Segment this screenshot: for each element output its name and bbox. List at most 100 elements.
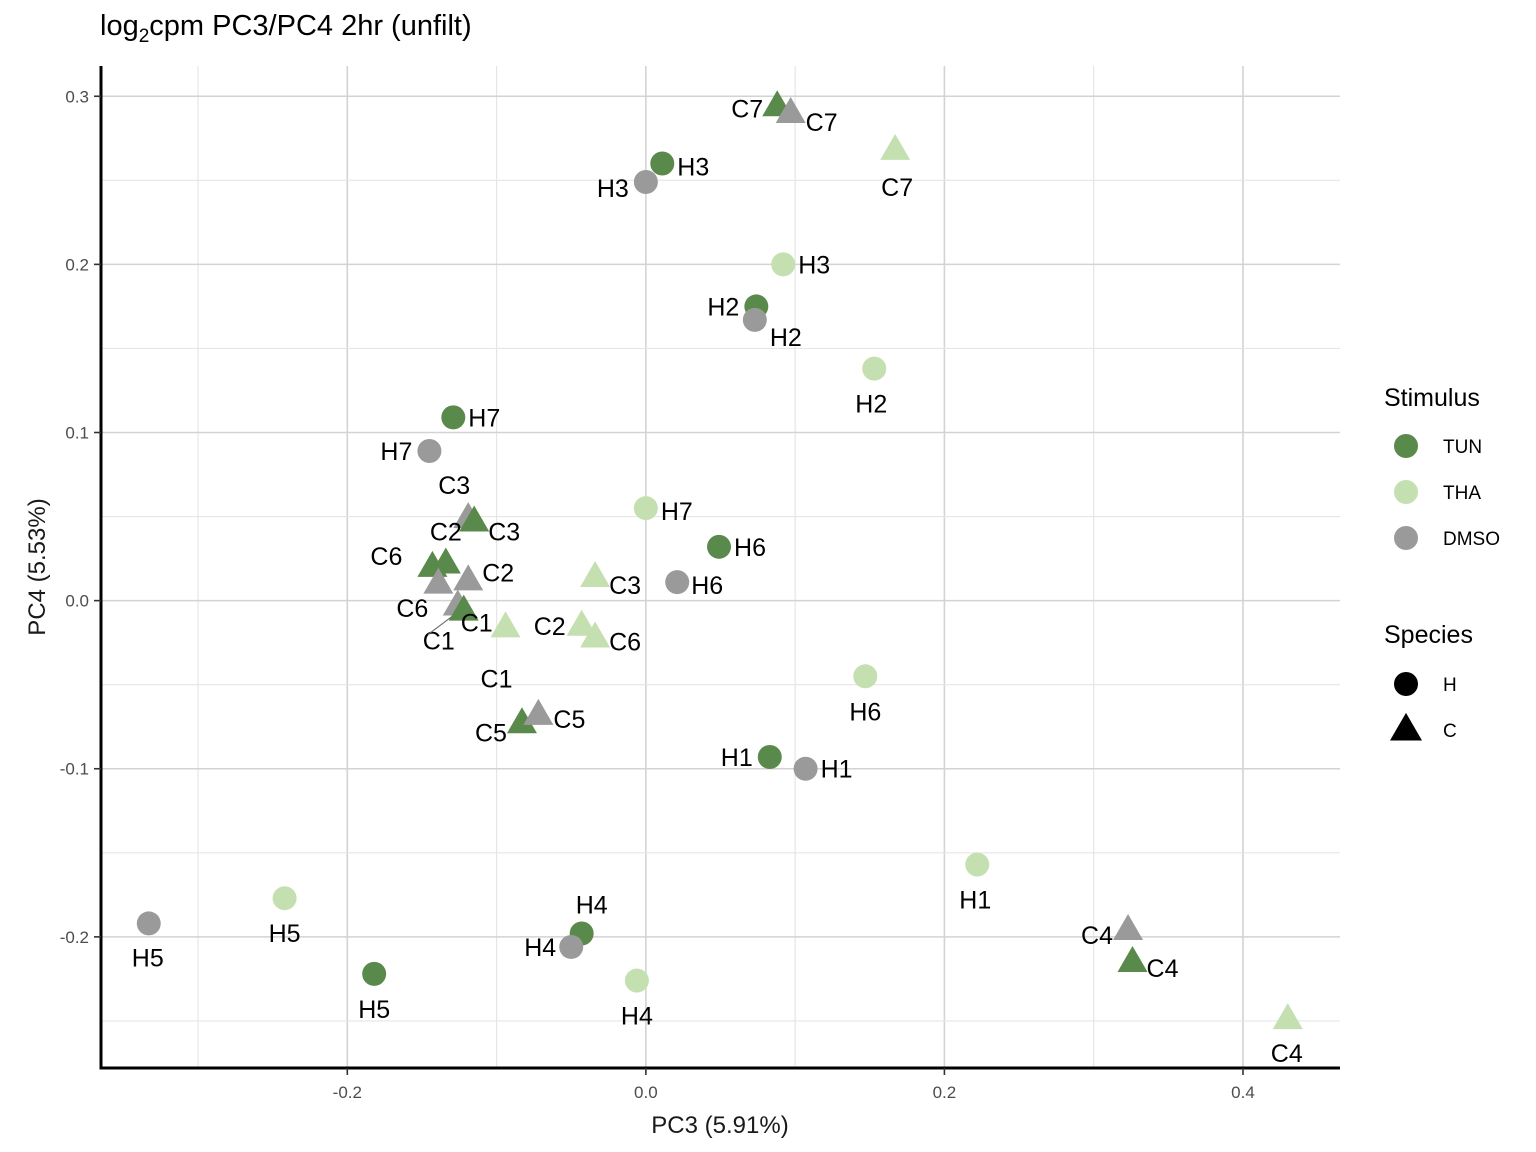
legend: Stimulus TUN THA DMSO Species H C [1384,384,1500,742]
point-label: H1 [821,756,853,784]
legend-title-stimulus: Stimulus [1384,384,1480,412]
point-label: C7 [731,95,763,123]
point-label: H5 [132,944,164,972]
y-tick-label: 0.2 [65,255,89,274]
legend-label-tha: THA [1443,483,1481,504]
point-label: H3 [798,251,830,279]
point-label: C5 [553,706,585,734]
point-label: H7 [380,438,412,466]
point-h-tha [633,496,658,521]
point-label: H6 [849,698,881,726]
point-label: C2 [534,613,566,641]
point-h-tun [441,405,466,430]
point-h-tha [965,852,990,877]
point-h-dmso [136,911,161,936]
point-h-tha [272,886,297,911]
point-c-tha [580,621,611,648]
point-h-dmso [559,934,584,959]
legend-key-tun [1394,434,1418,458]
point-h-tha [624,968,649,993]
point-label: H6 [734,534,766,562]
legend-title-species: Species [1384,621,1473,649]
point-label: H5 [358,996,390,1024]
legend-label-species-c: C [1443,721,1457,742]
point-label: C3 [488,519,520,547]
point-c-dmso [1113,914,1144,941]
point-h-tun [707,534,732,559]
point-h-dmso [793,756,818,781]
point-h-dmso [417,438,442,463]
y-tick-label: 0.3 [65,87,89,106]
point-c-tun [506,707,537,734]
point-label: C5 [475,719,507,747]
point-h-tun [650,151,675,176]
point-label: H2 [855,391,887,419]
legend-key-species-c [1390,712,1422,741]
point-c-tha [880,133,911,160]
point-label: H4 [524,934,556,962]
point-labels: C7 C7 C7 H3 H3 H3 H2 H2 H2 H7 H7 H7 C3 C3 C3 C2 C6 C2 C6 C1… [132,95,1303,1068]
x-tick-label: 0.0 [634,1083,658,1102]
point-c-dmso [453,564,484,591]
point-label: C2 [430,519,462,547]
chart-title: log2cpm PC3/PC4 2hr (unfilt) [100,10,472,47]
point-h-dmso [665,570,690,595]
point-label: C7 [881,174,913,202]
legend-key-dmso [1394,526,1418,550]
legend-label-species-h: H [1443,675,1457,696]
point-label: C1 [423,628,455,656]
point-h-dmso [742,307,767,332]
point-label: H4 [621,1003,653,1031]
y-tick-label: 0.0 [65,592,89,611]
point-label: H7 [661,498,693,526]
point-label: C7 [806,109,838,137]
point-label: C6 [609,629,641,657]
point-h-dmso [633,170,658,195]
point-label: C3 [609,572,641,600]
point-c-tun [448,594,479,621]
point-c-tun [459,505,490,532]
x-axis-label: PC3 (5.91%) [651,1112,788,1139]
point-label: C2 [482,559,514,587]
point-h-tha [771,252,796,277]
point-label: C3 [438,472,470,500]
y-axis-label: PC4 (5.53%) [24,498,51,635]
legend-key-tha [1394,480,1418,504]
y-tick-label: -0.2 [60,928,89,947]
point-label: C4 [1147,955,1179,983]
point-label: H5 [269,920,301,948]
point-label: H1 [721,744,753,772]
axes: -0.2 0.0 0.2 0.4 -0.2 -0.1 0.0 0.1 0.2 0.3 [60,66,1340,1102]
point-c-dmso [423,567,454,594]
point-label: H7 [468,404,500,432]
legend-key-species-h [1394,672,1418,696]
x-tick-label: 0.4 [1231,1083,1255,1102]
point-label: C1 [461,610,493,638]
point-h-tun [757,744,782,769]
point-label: C6 [396,595,428,623]
point-label: H2 [707,293,739,321]
label-connector [427,616,453,636]
point-label: H4 [576,892,608,920]
point-c-tha [490,611,521,638]
x-tick-label: 0.2 [933,1083,957,1102]
point-label: H3 [677,154,709,182]
point-h-tun [362,961,387,986]
grid-lines [101,66,1340,1068]
point-c-dmso [523,698,554,725]
data-points [136,90,1303,1030]
point-h-tha [862,356,887,381]
point-label: C1 [481,666,513,694]
legend-label-dmso: DMSO [1443,529,1500,550]
x-tick-label: -0.2 [333,1083,362,1102]
point-c-tha [580,560,611,587]
y-tick-label: 0.1 [65,424,89,443]
point-h-tha [853,664,878,689]
point-label: C6 [370,543,402,571]
point-label: C4 [1081,922,1113,950]
point-label: H2 [770,324,802,352]
point-c-tha [566,609,597,636]
point-label: H1 [959,887,991,915]
point-label: C4 [1271,1040,1303,1068]
